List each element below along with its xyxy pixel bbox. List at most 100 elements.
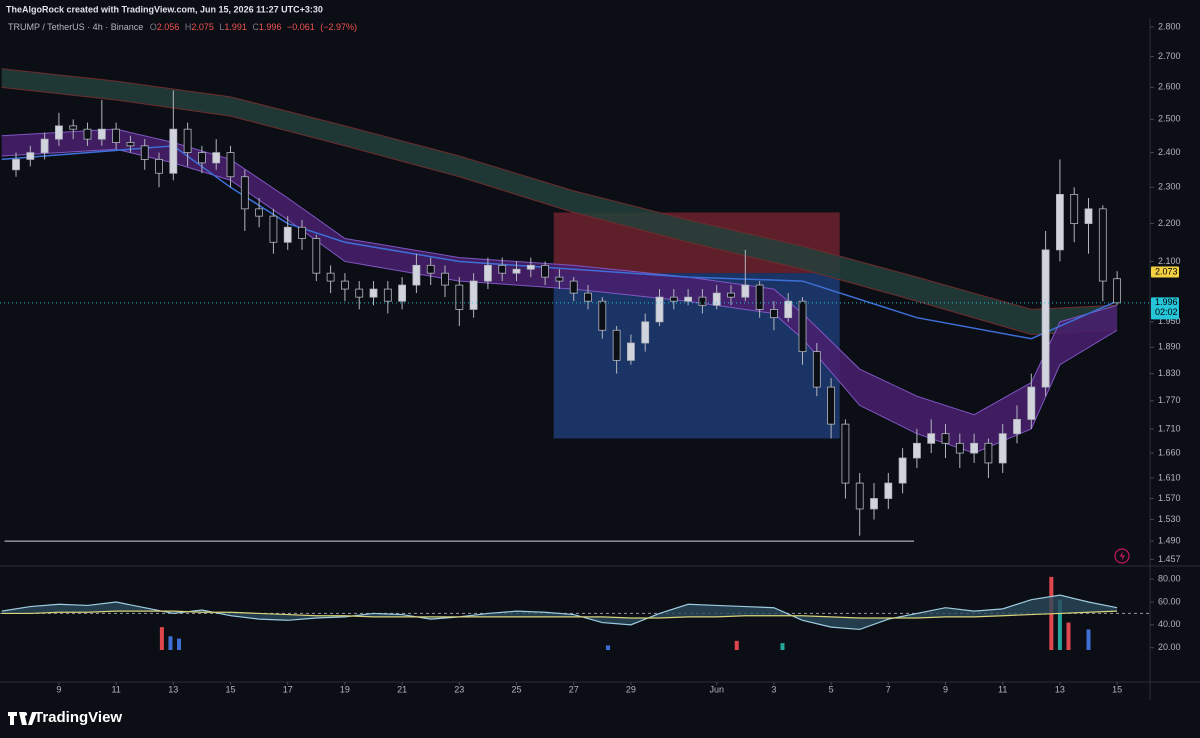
candle-body — [898, 457, 907, 484]
y-tick-label: 40.00 — [1158, 619, 1181, 629]
candle-body — [526, 264, 535, 270]
candle-body — [369, 288, 378, 298]
candle-body — [484, 264, 492, 282]
candle-body — [798, 300, 807, 353]
ohlc-value: 2.056 — [157, 22, 180, 32]
candle-body — [998, 433, 1007, 464]
candle-body — [240, 176, 249, 210]
y-tick-label: 2.300 — [1158, 182, 1181, 192]
candle-body — [255, 208, 264, 217]
candle-body — [927, 433, 936, 444]
candle-body — [884, 482, 893, 499]
indicator-bar — [1086, 629, 1091, 650]
ribbon-fill — [1, 68, 1118, 335]
candle-body — [1098, 208, 1107, 282]
candle-body — [26, 152, 35, 160]
candle-body — [755, 284, 764, 310]
candle-body — [126, 142, 135, 147]
candle-body — [641, 321, 650, 344]
y-tick-label: 2.200 — [1158, 218, 1181, 228]
x-tick-label: 13 — [168, 684, 178, 694]
candle-body — [455, 284, 464, 310]
candle-body — [55, 125, 63, 140]
candle-body — [183, 128, 192, 154]
candle-body — [341, 280, 349, 290]
y-tick-label: 2.800 — [1158, 21, 1181, 31]
ohlc-value: 1.996 — [259, 22, 282, 32]
y-tick-label: 1.710 — [1158, 423, 1181, 433]
y-tick-label: 1.530 — [1158, 514, 1181, 524]
candle-body — [469, 280, 478, 310]
y-tick-label: 2.100 — [1158, 256, 1181, 266]
indicator-bar — [1066, 622, 1071, 650]
candle-body — [598, 300, 607, 331]
x-tick-label: 25 — [512, 684, 522, 694]
candle-body — [612, 329, 621, 361]
indicator-bar — [159, 627, 164, 650]
candle-body — [1041, 249, 1050, 388]
candle-body — [298, 226, 306, 239]
candle-body — [1027, 386, 1036, 420]
ohlc-value: 2.075 — [191, 22, 214, 32]
x-tick-label: 15 — [226, 684, 236, 694]
y-tick-label: 2.700 — [1158, 51, 1181, 61]
x-tick-label: 9 — [56, 684, 61, 694]
y-tick-label: 80.00 — [1158, 574, 1181, 584]
x-tick-label: 11 — [998, 684, 1007, 694]
y-tick-label: 1.570 — [1158, 493, 1181, 503]
brand-logo: TradingView — [8, 709, 122, 726]
candle-body — [741, 284, 750, 298]
candle-body — [984, 442, 993, 464]
ribbon-fill — [1, 129, 1118, 454]
header-bar — [0, 0, 1200, 18]
x-tick-label: 29 — [626, 684, 636, 694]
candle-body — [970, 442, 979, 454]
candle-body — [97, 128, 106, 140]
x-tick-label: 15 — [1112, 684, 1122, 694]
indicator-bar — [606, 645, 611, 650]
candle-body — [12, 159, 20, 171]
candle-body — [727, 292, 735, 298]
candle-body — [655, 296, 664, 323]
footer-bar — [0, 702, 1200, 738]
x-tick-label: 13 — [1055, 684, 1065, 694]
oscillator-line — [1, 610, 1118, 619]
candle-body — [669, 296, 678, 302]
candle-body — [441, 272, 449, 286]
y-tick-label: 2.500 — [1158, 114, 1181, 124]
indicator-bar — [734, 640, 739, 650]
candle-body — [955, 442, 964, 454]
price-badge-label: 1.996 — [1155, 297, 1178, 307]
candle-body — [283, 226, 292, 243]
ribbon-edge — [1, 68, 1118, 310]
indicator-bar — [1057, 599, 1062, 650]
ohlc-value: 1.991 — [224, 22, 247, 32]
y-tick-label: 1.457 — [1158, 554, 1181, 564]
candle-body — [827, 386, 836, 425]
indicator-bar — [168, 636, 173, 650]
x-tick-label: 21 — [397, 684, 407, 694]
alert-ring — [1114, 548, 1130, 564]
candle-body — [40, 138, 49, 154]
x-tick-label: 19 — [340, 684, 350, 694]
candle-body — [212, 152, 221, 164]
candle-body — [555, 276, 564, 282]
candle-body — [712, 292, 721, 306]
candle-body — [355, 288, 364, 298]
credit: TheAlgoRock created with TradingView.com… — [6, 4, 323, 14]
candle-body — [83, 128, 92, 140]
x-tick-label: 23 — [454, 684, 464, 694]
price-badge — [1151, 297, 1179, 320]
x-tick-label: 9 — [943, 684, 948, 694]
candle-body — [1113, 278, 1122, 304]
candle-body — [569, 280, 578, 294]
change-pct: (−2.97%) — [320, 22, 357, 32]
candle-body — [412, 264, 421, 286]
x-tick-label: 7 — [886, 684, 891, 694]
legend: TRUMP / TetherUS · 4h · Binance O2.056 H… — [8, 22, 357, 32]
candle-body — [1070, 194, 1079, 224]
candle-body — [112, 128, 121, 143]
ribbon-edge — [1, 86, 1118, 335]
oscillator-fill — [1, 595, 1118, 630]
